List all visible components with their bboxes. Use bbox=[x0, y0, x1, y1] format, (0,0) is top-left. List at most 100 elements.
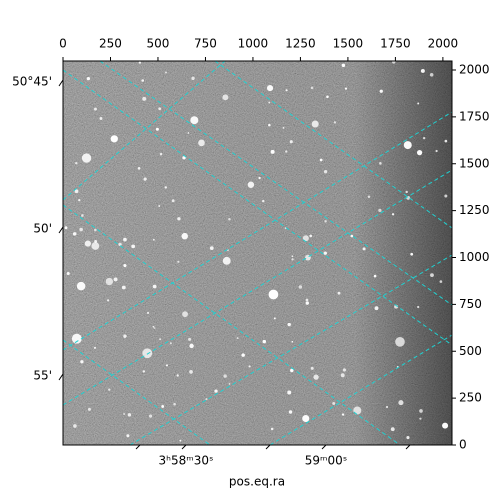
y-tick-label: 750 bbox=[459, 297, 482, 311]
grid-line bbox=[99, 61, 452, 306]
star bbox=[311, 120, 319, 128]
star bbox=[87, 407, 91, 411]
star bbox=[131, 244, 136, 249]
star bbox=[287, 322, 291, 327]
star bbox=[406, 436, 410, 440]
star bbox=[142, 348, 153, 359]
star bbox=[302, 414, 310, 423]
star bbox=[93, 107, 97, 111]
star bbox=[177, 260, 180, 263]
star bbox=[106, 299, 110, 302]
y-tick-label: 1250 bbox=[459, 203, 490, 217]
axes-frame bbox=[62, 60, 453, 446]
grid-line bbox=[269, 334, 452, 445]
grid-line bbox=[63, 339, 211, 445]
star bbox=[288, 410, 293, 414]
star bbox=[379, 89, 383, 93]
star bbox=[362, 247, 366, 251]
grid-line bbox=[214, 61, 452, 229]
star bbox=[337, 291, 341, 295]
star bbox=[417, 102, 420, 105]
star bbox=[171, 199, 175, 203]
star bbox=[247, 181, 255, 188]
star bbox=[270, 427, 274, 431]
star bbox=[137, 167, 141, 170]
y-tick-label: 1500 bbox=[459, 156, 490, 170]
star bbox=[165, 364, 168, 367]
ra-minor-tick bbox=[265, 444, 271, 450]
star bbox=[105, 277, 114, 286]
star bbox=[118, 242, 122, 247]
star bbox=[91, 242, 100, 250]
x-tick-label: 1000 bbox=[238, 37, 269, 51]
x-tick-label: 1250 bbox=[285, 37, 316, 51]
star bbox=[422, 136, 426, 140]
star bbox=[258, 176, 261, 180]
star bbox=[310, 86, 314, 89]
star bbox=[173, 402, 176, 406]
star bbox=[298, 285, 303, 289]
star bbox=[344, 87, 348, 90]
star bbox=[282, 126, 285, 129]
star bbox=[367, 195, 371, 199]
x-tick-label: 250 bbox=[99, 37, 122, 51]
dec-tick bbox=[58, 373, 64, 381]
grid-line bbox=[63, 204, 401, 445]
star bbox=[236, 337, 239, 340]
star bbox=[71, 333, 82, 344]
star bbox=[270, 149, 275, 154]
star bbox=[410, 252, 414, 256]
star bbox=[198, 139, 205, 147]
star bbox=[373, 274, 377, 278]
star bbox=[94, 228, 97, 232]
ra-minor-tick bbox=[405, 444, 411, 450]
ra-tick bbox=[321, 444, 327, 450]
star bbox=[324, 220, 327, 223]
star bbox=[291, 340, 294, 343]
star bbox=[189, 343, 194, 349]
star bbox=[341, 63, 346, 68]
star bbox=[222, 94, 229, 101]
ra-tick-label: 3ʰ58ᵐ30ˢ bbox=[159, 454, 214, 468]
dec-tick bbox=[58, 226, 64, 234]
star bbox=[341, 413, 345, 416]
star bbox=[191, 76, 195, 81]
star bbox=[273, 317, 276, 320]
grid-line bbox=[63, 69, 452, 346]
grid-line bbox=[129, 254, 452, 445]
star bbox=[319, 158, 323, 162]
star bbox=[141, 79, 145, 82]
star bbox=[333, 121, 337, 124]
star bbox=[146, 311, 150, 314]
star bbox=[342, 368, 347, 372]
star bbox=[126, 434, 130, 438]
stars bbox=[64, 61, 449, 442]
star bbox=[169, 342, 172, 345]
star bbox=[385, 405, 389, 409]
star bbox=[420, 68, 425, 73]
y-tick-label: 1000 bbox=[459, 250, 490, 264]
grid-line bbox=[63, 111, 452, 351]
x-tick-label: 500 bbox=[147, 37, 170, 51]
star bbox=[143, 177, 147, 181]
star bbox=[123, 237, 127, 242]
star bbox=[113, 277, 118, 282]
star bbox=[123, 264, 127, 268]
star bbox=[72, 232, 77, 236]
star bbox=[176, 374, 179, 377]
star bbox=[142, 96, 147, 101]
star bbox=[161, 405, 165, 408]
star bbox=[419, 409, 423, 413]
star bbox=[439, 280, 443, 283]
star bbox=[74, 189, 79, 194]
star bbox=[353, 406, 362, 415]
star bbox=[66, 272, 70, 276]
star bbox=[127, 413, 132, 417]
dec-tick-label: 50' bbox=[33, 222, 52, 236]
star bbox=[419, 417, 422, 420]
star bbox=[123, 334, 127, 338]
star bbox=[152, 284, 157, 289]
y-tick-label: 250 bbox=[459, 391, 482, 405]
star bbox=[417, 305, 420, 309]
star bbox=[64, 226, 68, 230]
